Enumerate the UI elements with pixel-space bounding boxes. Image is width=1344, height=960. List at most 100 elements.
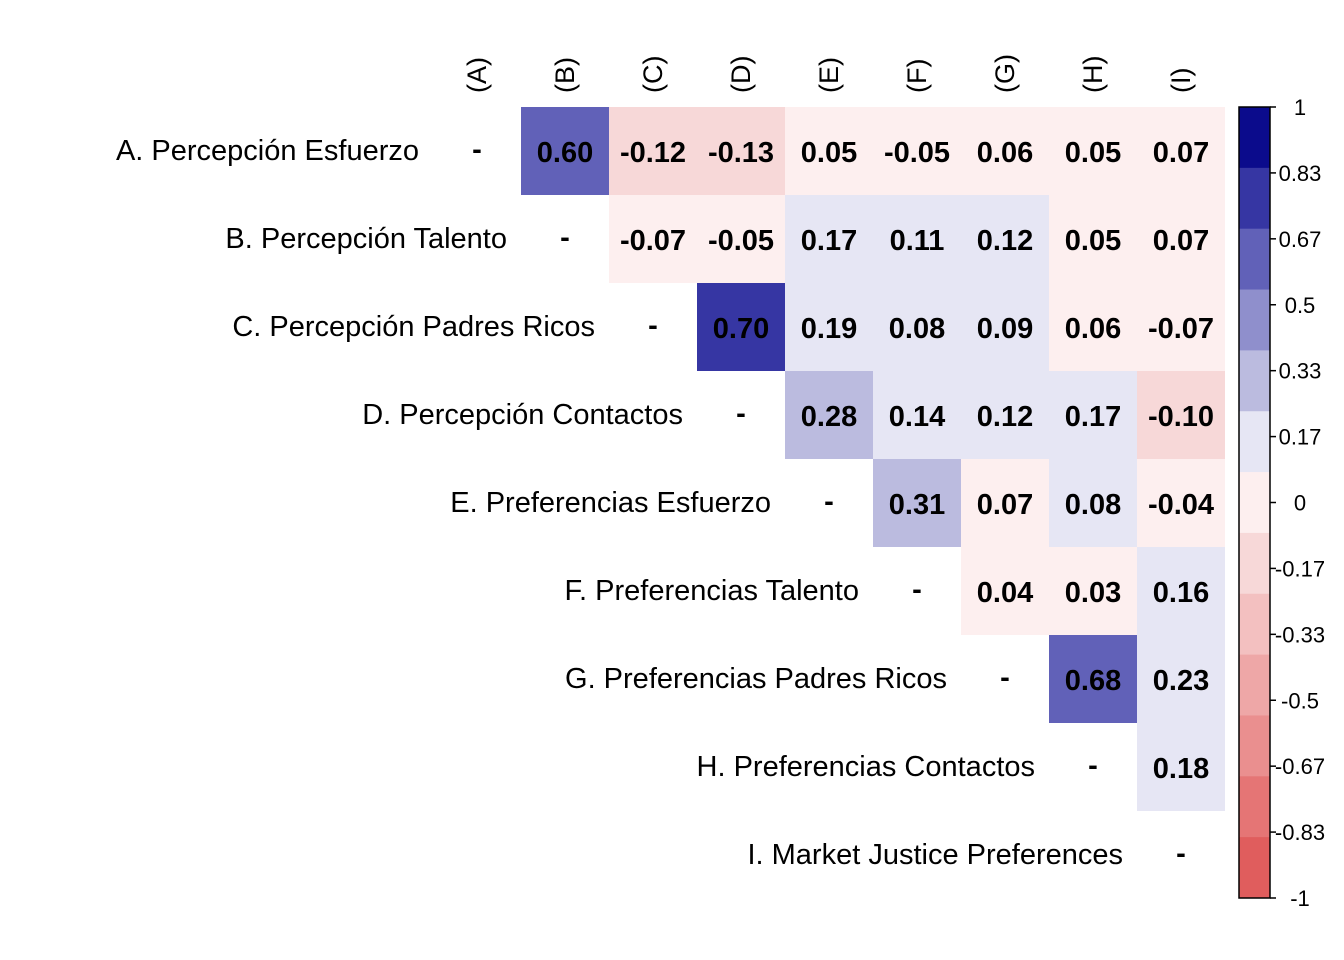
cell-0-3 [697, 107, 785, 195]
cell-value-5-6: 0.04 [977, 577, 1033, 609]
cell-2-8 [1137, 283, 1225, 371]
cell-value-3-6: 0.12 [977, 401, 1033, 433]
legend-tick-label-4: 0.33 [1279, 359, 1322, 384]
row-labels: A. Percepción Esfuerzo B. Percepción Tale… [116, 135, 1123, 871]
legend-tick-label-12: -1 [1290, 886, 1310, 911]
col-label-8: (I) [1166, 68, 1196, 93]
color-legend: 1 0.83 0.67 0.5 0.33 0.17 0 -0.17 -0.33 -0.5 -0.67… [1238, 95, 1325, 911]
diagonal-4: - [824, 486, 834, 518]
legend-bin-4 [1239, 350, 1270, 412]
legend-bin-12 [1239, 837, 1270, 899]
cell-1-8 [1137, 195, 1225, 283]
legend-bin-11 [1239, 776, 1270, 838]
col-label-1: (B) [550, 57, 580, 93]
cell-value-0-7: 0.05 [1065, 137, 1121, 169]
column-labels: (A) (B) (C) (D) (E) (F) (G) (H) (I) [462, 54, 1196, 93]
cell-5-8 [1137, 547, 1225, 635]
legend-tick-label-11: -0.83 [1275, 820, 1325, 845]
cell-value-5-7: 0.03 [1065, 577, 1121, 609]
legend-tick-label-10: -0.67 [1275, 754, 1325, 779]
legend-tick-label-5: 0.17 [1279, 425, 1322, 450]
cell-3-7 [1049, 371, 1137, 459]
cell-value-4-6: 0.07 [977, 489, 1033, 521]
legend-tick-label-1: 0.83 [1279, 161, 1322, 186]
diagonal-0: - [472, 134, 482, 166]
legend-tick-label-2: 0.67 [1279, 227, 1322, 252]
legend-bin-2 [1239, 228, 1270, 291]
diagonal-6: - [1000, 662, 1010, 694]
legend-tick-label-7: -0.17 [1275, 556, 1325, 581]
diagonal-1: - [560, 222, 570, 254]
cell-0-6 [961, 107, 1049, 195]
row-label-5: F. Preferencias Talento [565, 575, 859, 607]
cell-3-4 [785, 371, 873, 459]
cell-3-8 [1137, 371, 1225, 459]
cell-7-8 [1137, 723, 1225, 811]
cell-6-7 [1049, 635, 1137, 723]
cell-5-7 [1049, 547, 1137, 635]
col-label-4: (E) [814, 57, 844, 93]
cell-1-7 [1049, 195, 1137, 283]
cell-0-1 [521, 107, 609, 195]
legend-bin-10 [1239, 715, 1270, 777]
cell-0-2 [609, 107, 697, 195]
cell-4-6 [961, 459, 1049, 547]
heatmap-cells: -0.60 -0.12 -0.13 0.05 -0.05 0.06 0.05 0.07- -0.… [472, 107, 1225, 870]
cell-value-2-8: -0.07 [1148, 313, 1214, 345]
cell-value-4-8: -0.04 [1148, 489, 1214, 521]
cell-3-5 [873, 371, 961, 459]
row-label-3: D. Percepción Contactos [362, 399, 683, 431]
cell-value-1-7: 0.05 [1065, 225, 1121, 257]
cell-value-2-4: 0.19 [801, 313, 857, 345]
cell-0-8 [1137, 107, 1225, 195]
cell-2-6 [961, 283, 1049, 371]
cell-2-7 [1049, 283, 1137, 371]
cell-value-3-4: 0.28 [801, 401, 857, 433]
cell-value-6-8: 0.23 [1153, 665, 1209, 697]
legend-tick-label-0: 1 [1294, 95, 1306, 120]
cell-value-0-8: 0.07 [1153, 137, 1209, 169]
row-label-2: C. Percepción Padres Ricos [232, 311, 595, 343]
cell-0-7 [1049, 107, 1137, 195]
diagonal-5: - [912, 574, 922, 606]
cell-value-2-5: 0.08 [889, 313, 945, 345]
diagonal-7: - [1088, 750, 1098, 782]
row-label-7: H. Preferencias Contactos [697, 751, 1035, 783]
cell-2-3 [697, 283, 785, 371]
row-label-6: G. Preferencias Padres Ricos [565, 663, 947, 695]
legend-tick-label-9: -0.5 [1281, 688, 1319, 713]
cell-value-4-7: 0.08 [1065, 489, 1121, 521]
legend-bin-8 [1239, 593, 1270, 656]
cell-value-7-8: 0.18 [1153, 753, 1209, 785]
row-label-0: A. Percepción Esfuerzo [116, 135, 419, 167]
cell-0-5 [873, 107, 961, 195]
cell-2-4 [785, 283, 873, 371]
col-label-0: (A) [462, 57, 492, 93]
row-label-4: E. Preferencias Esfuerzo [450, 487, 771, 519]
diagonal-2: - [648, 310, 658, 342]
legend-bin-6 [1239, 472, 1270, 534]
cell-1-2 [609, 195, 697, 283]
cell-value-1-3: -0.05 [708, 225, 774, 257]
col-label-7: (H) [1078, 56, 1108, 93]
cell-4-8 [1137, 459, 1225, 547]
legend-tick-label-8: -0.33 [1275, 622, 1325, 647]
cell-4-7 [1049, 459, 1137, 547]
cell-3-6 [961, 371, 1049, 459]
legend-bin-7 [1239, 532, 1270, 595]
cell-1-5 [873, 195, 961, 283]
cell-value-6-7: 0.68 [1065, 665, 1121, 697]
cell-value-0-5: -0.05 [884, 137, 950, 169]
cell-5-6 [961, 547, 1049, 635]
cell-value-2-3: 0.70 [713, 313, 769, 345]
row-label-8: I. Market Justice Preferences [747, 839, 1123, 871]
col-label-6: (G) [990, 54, 1020, 93]
legend-bin-9 [1239, 654, 1270, 716]
cell-value-1-2: -0.07 [620, 225, 686, 257]
cell-value-0-2: -0.12 [620, 137, 686, 169]
cell-2-5 [873, 283, 961, 371]
cell-0-4 [785, 107, 873, 195]
cell-value-1-4: 0.17 [801, 225, 857, 257]
legend-tick-label-3: 0.5 [1285, 293, 1316, 318]
